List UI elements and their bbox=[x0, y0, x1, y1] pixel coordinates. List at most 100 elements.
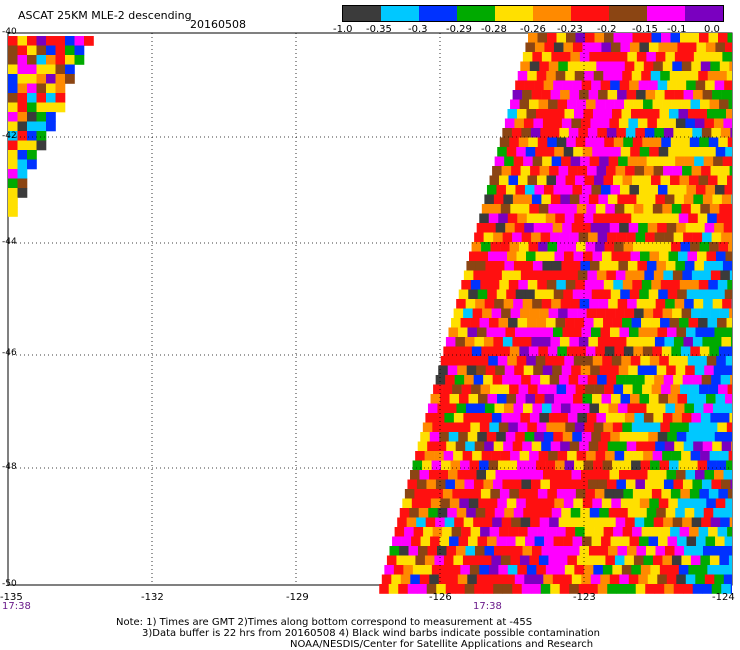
data-cell bbox=[46, 74, 56, 84]
data-cell bbox=[714, 327, 725, 338]
data-cell bbox=[476, 574, 487, 585]
data-cell bbox=[553, 289, 564, 300]
data-cell bbox=[655, 441, 666, 452]
data-cell bbox=[534, 42, 545, 53]
data-cell bbox=[593, 71, 604, 81]
data-cell bbox=[610, 432, 621, 442]
data-cell bbox=[640, 565, 651, 575]
data-cell bbox=[626, 232, 636, 243]
data-cell bbox=[662, 61, 673, 72]
data-cell bbox=[446, 403, 457, 414]
data-cell bbox=[636, 403, 647, 414]
data-cell bbox=[612, 460, 622, 471]
data-cell bbox=[705, 42, 716, 53]
data-cell bbox=[578, 375, 588, 385]
colorbar-label-6: -0.23 bbox=[557, 24, 583, 35]
data-cell bbox=[659, 213, 670, 224]
data-cell bbox=[533, 118, 544, 129]
data-cell bbox=[591, 289, 602, 300]
data-cell bbox=[429, 574, 440, 585]
data-cell bbox=[523, 156, 533, 167]
data-cell bbox=[649, 147, 660, 157]
data-cell bbox=[517, 460, 527, 471]
data-cell bbox=[467, 470, 477, 480]
data-cell bbox=[510, 204, 521, 214]
data-cell bbox=[590, 118, 601, 129]
data-cell bbox=[36, 102, 47, 113]
data-cell bbox=[540, 479, 551, 490]
data-cell bbox=[539, 166, 550, 176]
data-cell bbox=[522, 403, 533, 414]
data-cell bbox=[538, 451, 549, 461]
data-cell bbox=[453, 413, 464, 423]
data-cell bbox=[562, 432, 573, 442]
data-cell bbox=[515, 80, 525, 91]
data-cell bbox=[608, 52, 619, 62]
colorbar-swatch-4 bbox=[495, 6, 533, 21]
data-cell bbox=[443, 346, 454, 357]
data-cell bbox=[474, 546, 485, 556]
data-cell bbox=[548, 451, 558, 461]
data-cell bbox=[492, 166, 502, 176]
data-cell bbox=[645, 90, 656, 100]
data-cell bbox=[711, 128, 722, 138]
data-cell bbox=[567, 555, 578, 566]
data-cell bbox=[498, 318, 509, 328]
data-cell bbox=[460, 422, 471, 433]
data-cell bbox=[474, 441, 485, 452]
graticule bbox=[8, 33, 732, 585]
data-cell bbox=[445, 337, 456, 347]
data-cell bbox=[558, 517, 569, 528]
data-cell bbox=[556, 137, 567, 148]
data-cell bbox=[509, 242, 520, 252]
data-cell bbox=[535, 251, 546, 262]
data-cell bbox=[500, 555, 511, 566]
data-cell bbox=[587, 375, 598, 385]
data-cell bbox=[555, 213, 566, 224]
data-cell bbox=[692, 337, 703, 347]
data-cell bbox=[624, 413, 635, 423]
data-cell bbox=[619, 327, 630, 338]
data-cell bbox=[465, 441, 476, 452]
data-cell bbox=[697, 460, 708, 471]
data-cell bbox=[646, 299, 656, 309]
data-cell bbox=[552, 365, 563, 376]
data-cell bbox=[471, 242, 482, 252]
data-cell bbox=[416, 517, 426, 528]
data-cell bbox=[562, 80, 573, 91]
data-cell bbox=[501, 413, 512, 423]
data-cell bbox=[444, 413, 455, 423]
data-cell bbox=[525, 394, 536, 404]
data-cell bbox=[599, 261, 610, 271]
data-cell bbox=[598, 441, 609, 452]
data-cell bbox=[664, 441, 675, 452]
data-cell bbox=[562, 574, 573, 585]
data-cell bbox=[468, 498, 479, 509]
data-cell bbox=[715, 394, 726, 404]
data-cell bbox=[660, 318, 670, 328]
data-cell bbox=[502, 584, 513, 594]
data-cell bbox=[585, 242, 596, 252]
data-cell bbox=[583, 460, 594, 471]
data-cell bbox=[553, 432, 564, 442]
data-cell bbox=[534, 536, 545, 547]
data-cell bbox=[635, 479, 646, 490]
data-cell bbox=[27, 140, 37, 151]
data-cell bbox=[552, 470, 563, 480]
data-cell bbox=[706, 251, 717, 262]
data-cell bbox=[540, 337, 551, 347]
data-cell bbox=[482, 270, 493, 281]
data-cell bbox=[456, 403, 467, 414]
data-cell bbox=[689, 527, 699, 537]
data-cell bbox=[641, 280, 652, 290]
data-cell bbox=[465, 403, 476, 414]
data-cell bbox=[554, 147, 565, 157]
data-cell bbox=[618, 508, 629, 518]
data-cell bbox=[626, 441, 637, 452]
data-cell bbox=[728, 451, 732, 461]
data-cell bbox=[536, 318, 547, 328]
data-cell bbox=[604, 346, 615, 357]
data-cell bbox=[643, 555, 654, 566]
data-cell bbox=[487, 536, 497, 547]
data-cell bbox=[726, 318, 732, 328]
